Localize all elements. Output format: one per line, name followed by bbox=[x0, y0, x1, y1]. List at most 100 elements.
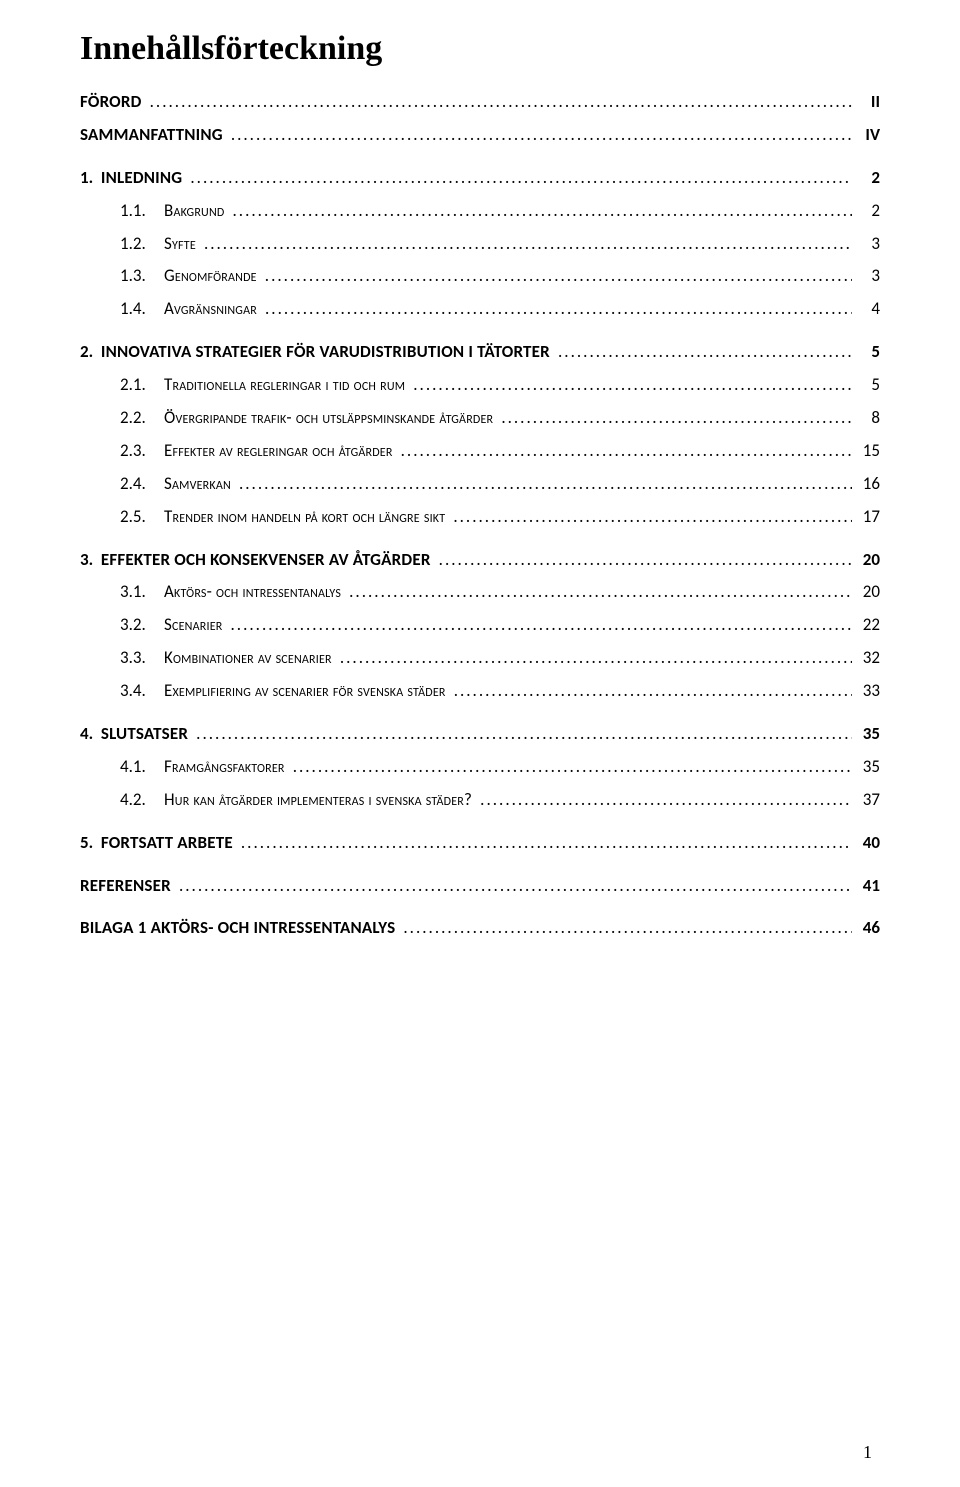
toc-entry-page: 4 bbox=[856, 295, 880, 324]
toc-leader-dots bbox=[340, 644, 852, 673]
toc-entry-number: 2.1. bbox=[120, 371, 164, 400]
toc-entry-page: 2 bbox=[856, 164, 880, 193]
toc-entry-page: 32 bbox=[856, 644, 880, 673]
footer-page-number: 1 bbox=[863, 1442, 872, 1463]
toc-entry: 5. FORTSATT ARBETE 40 bbox=[80, 829, 880, 858]
toc-entry-number: 3. bbox=[80, 546, 101, 575]
toc-entry-number: 2.4. bbox=[120, 470, 164, 499]
toc-entry-label: EFFEKTER OCH KONSEKVENSER AV ÅTGÄRDER bbox=[101, 546, 435, 575]
toc-entry-page: 3 bbox=[856, 230, 880, 259]
toc-entry: FÖRORD II bbox=[80, 88, 880, 117]
toc-entry: REFERENSER 41 bbox=[80, 872, 880, 901]
toc-entry-number: 1.2. bbox=[120, 230, 164, 259]
toc-entry-number: 2.3. bbox=[120, 437, 164, 466]
toc-leader-dots bbox=[439, 546, 852, 575]
toc-leader-dots bbox=[349, 578, 852, 607]
toc-entry-page: 33 bbox=[856, 677, 880, 706]
toc-leader-dots bbox=[239, 470, 852, 499]
toc-entry-label: FORTSATT ARBETE bbox=[101, 829, 237, 858]
toc-entry-page: 41 bbox=[856, 872, 880, 901]
toc-entry-label: INNOVATIVA STRATEGIER FÖR VARUDISTRIBUTI… bbox=[101, 338, 554, 367]
toc-entry: 3. EFFEKTER OCH KONSEKVENSER AV ÅTGÄRDER… bbox=[80, 546, 880, 575]
toc-entry-label: FÖRORD bbox=[80, 88, 146, 117]
toc-entry-page: IV bbox=[856, 121, 880, 150]
toc-entry-page: 5 bbox=[856, 338, 880, 367]
toc-entry-label: Syfte bbox=[164, 230, 200, 259]
toc-entry: 3.1. Aktörs- och intressentanalys 20 bbox=[80, 578, 880, 607]
toc-entry-label: SAMMANFATTNING bbox=[80, 121, 227, 150]
toc-leader-dots bbox=[265, 262, 852, 291]
toc-leader-dots bbox=[150, 88, 852, 117]
toc-leader-dots bbox=[558, 338, 852, 367]
toc-entry-label: Samverkan bbox=[164, 470, 235, 499]
toc-entry-number: 1.1. bbox=[120, 197, 164, 226]
toc-entry-label: SLUTSATSER bbox=[101, 720, 192, 749]
toc-entry-number: 3.2. bbox=[120, 611, 164, 640]
toc-entry-page: 37 bbox=[856, 786, 880, 815]
toc-entry-label: BILAGA 1 AKTÖRS- OCH INTRESSENTANALYS bbox=[80, 914, 399, 943]
toc-entry-number: 3.3. bbox=[120, 644, 164, 673]
toc-entry-number: 4. bbox=[80, 720, 101, 749]
toc-entry: 1.4. Avgränsningar 4 bbox=[80, 295, 880, 324]
toc-entry-label: Genomförande bbox=[164, 262, 261, 291]
toc-entry-number: 3.1. bbox=[120, 578, 164, 607]
toc-entry-label: Trender inom handeln på kort och längre … bbox=[164, 503, 449, 532]
toc-entry-number: 1. bbox=[80, 164, 101, 193]
toc-leader-dots bbox=[454, 677, 852, 706]
toc-entry: 2.2. Övergripande trafik- och utsläppsmi… bbox=[80, 404, 880, 433]
table-of-contents: FÖRORD II SAMMANFATTNING IV 1. INLEDNING 2… bbox=[80, 88, 880, 943]
toc-entry-label: Aktörs- och intressentanalys bbox=[164, 578, 345, 607]
toc-entry: 2. INNOVATIVA STRATEGIER FÖR VARUDISTRIB… bbox=[80, 338, 880, 367]
toc-leader-dots bbox=[231, 611, 852, 640]
toc-leader-dots bbox=[265, 295, 852, 324]
toc-leader-dots bbox=[204, 230, 852, 259]
toc-leader-dots bbox=[241, 829, 852, 858]
toc-entry-label: Effekter av regleringar och åtgärder bbox=[164, 437, 397, 466]
toc-entry: 1.3. Genomförande 3 bbox=[80, 262, 880, 291]
toc-leader-dots bbox=[293, 753, 852, 782]
toc-entry: 2.4. Samverkan 16 bbox=[80, 470, 880, 499]
toc-entry-label: INLEDNING bbox=[101, 164, 187, 193]
toc-entry: 3.3. Kombinationer av scenarier 32 bbox=[80, 644, 880, 673]
toc-entry: 1. INLEDNING 2 bbox=[80, 164, 880, 193]
toc-entry-label: Scenarier bbox=[164, 611, 227, 640]
toc-entry-number: 4.1. bbox=[120, 753, 164, 782]
toc-entry-page: II bbox=[856, 88, 880, 117]
toc-leader-dots bbox=[233, 197, 852, 226]
toc-entry-page: 35 bbox=[856, 720, 880, 749]
toc-entry: 2.1. Traditionella regleringar i tid och… bbox=[80, 371, 880, 400]
toc-entry-page: 46 bbox=[856, 914, 880, 943]
toc-entry: 1.2. Syfte 3 bbox=[80, 230, 880, 259]
toc-entry-page: 17 bbox=[856, 503, 880, 532]
toc-entry-page: 16 bbox=[856, 470, 880, 499]
toc-leader-dots bbox=[401, 437, 852, 466]
toc-entry-number: 2.2. bbox=[120, 404, 164, 433]
toc-entry-page: 40 bbox=[856, 829, 880, 858]
toc-entry-label: Övergripande trafik- och utsläppsminskan… bbox=[164, 404, 497, 433]
toc-entry-number: 4.2. bbox=[120, 786, 164, 815]
toc-entry-page: 5 bbox=[856, 371, 880, 400]
toc-entry: 4. SLUTSATSER 35 bbox=[80, 720, 880, 749]
toc-entry-number: 1.3. bbox=[120, 262, 164, 291]
toc-entry-page: 22 bbox=[856, 611, 880, 640]
toc-entry-number: 2.5. bbox=[120, 503, 164, 532]
toc-entry-label: REFERENSER bbox=[80, 872, 175, 901]
toc-entry: BILAGA 1 AKTÖRS- OCH INTRESSENTANALYS 46 bbox=[80, 914, 880, 943]
toc-entry-page: 15 bbox=[856, 437, 880, 466]
toc-entry: 3.4. Exemplifiering av scenarier för sve… bbox=[80, 677, 880, 706]
toc-entry-number: 2. bbox=[80, 338, 101, 367]
toc-entry-page: 3 bbox=[856, 262, 880, 291]
page-title: Innehållsförteckning bbox=[80, 30, 880, 68]
toc-leader-dots bbox=[190, 164, 852, 193]
toc-entry: 2.3. Effekter av regleringar och åtgärde… bbox=[80, 437, 880, 466]
toc-entry: 3.2. Scenarier 22 bbox=[80, 611, 880, 640]
toc-entry: 2.5. Trender inom handeln på kort och lä… bbox=[80, 503, 880, 532]
toc-entry-label: Framgångsfaktorer bbox=[164, 753, 289, 782]
toc-entry-label: Bakgrund bbox=[164, 197, 229, 226]
toc-leader-dots bbox=[403, 914, 852, 943]
toc-entry: 4.2. Hur kan åtgärder implementeras i sv… bbox=[80, 786, 880, 815]
toc-entry-number: 5. bbox=[80, 829, 101, 858]
toc-leader-dots bbox=[179, 872, 852, 901]
toc-entry-page: 20 bbox=[856, 578, 880, 607]
toc-leader-dots bbox=[453, 503, 852, 532]
